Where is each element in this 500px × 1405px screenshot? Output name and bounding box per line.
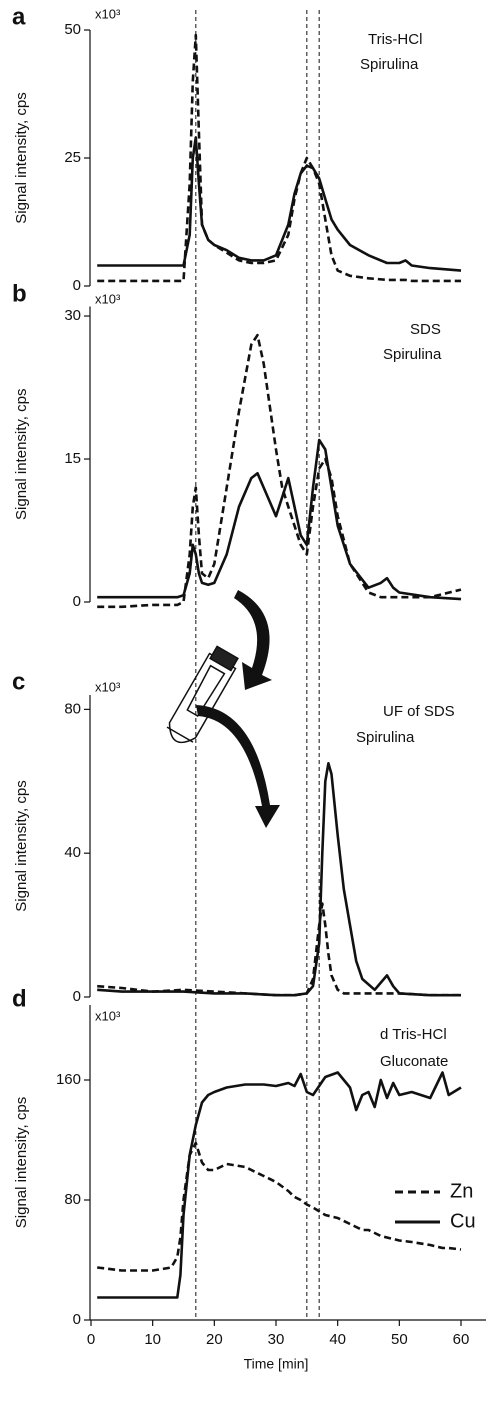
y-tick-label: 25 [64,149,81,166]
y-tick-label: 0 [73,277,81,294]
x-tick-label: 10 [144,1331,161,1348]
y-tick-label: 0 [73,1311,81,1328]
annotation: Gluconate [380,1053,448,1070]
x-tick-label: 40 [329,1331,346,1348]
y-tick-label: 50 [64,21,81,38]
filter-icon [166,645,239,744]
series-line [97,333,462,609]
annotation: d Tris-HCl [380,1026,447,1043]
x-tick-label: 20 [206,1331,223,1348]
x-tick-label: 60 [453,1331,470,1348]
y-tick-label: 40 [64,844,81,861]
unit-label: x10³ [95,291,121,306]
annotation: Spirulina [356,729,415,746]
annotation: Spirulina [383,346,442,363]
annotation: Spirulina [360,56,419,73]
series-line [97,438,462,601]
legend-label: Zn [450,1180,473,1202]
y-tick-label: 160 [56,1071,81,1088]
y-tick-label: 80 [64,700,81,717]
annotation: SDS [410,321,441,338]
y-tick-label: 15 [64,450,81,467]
panel-letter: a [12,3,26,30]
series-line [97,33,461,283]
y-tick-label: 30 [64,307,81,324]
x-tick-label: 0 [87,1331,95,1348]
unit-label: x10³ [95,1008,121,1023]
panel-letter: b [12,280,27,307]
panel-letter: d [12,985,27,1012]
unit-label: x10³ [95,679,121,694]
arrows [196,590,280,828]
x-tick-label: 30 [268,1331,285,1348]
series-line [97,762,461,997]
unit-label: x10³ [95,6,121,21]
x-axis-label: Time [min] [244,1356,309,1372]
annotation: Tris-HCl [368,31,422,48]
series-line [97,902,461,997]
y-tick-label: 80 [64,1191,81,1208]
series-line [97,1071,462,1299]
y-axis-label: Signal intensity, cps [13,780,30,911]
y-axis-label: Signal intensity, cps [13,389,30,520]
y-tick-label: 0 [73,988,81,1005]
x-tick-label: 50 [391,1331,408,1348]
series-line [97,1141,462,1272]
panel-letter: c [12,668,25,695]
legend-label: Cu [450,1210,476,1232]
y-tick-label: 0 [73,593,81,610]
annotation: UF of SDS [383,703,455,720]
y-axis-label: Signal intensity, cps [13,92,30,223]
y-axis-label: Signal intensity, cps [13,1097,30,1228]
series-line [97,136,462,272]
